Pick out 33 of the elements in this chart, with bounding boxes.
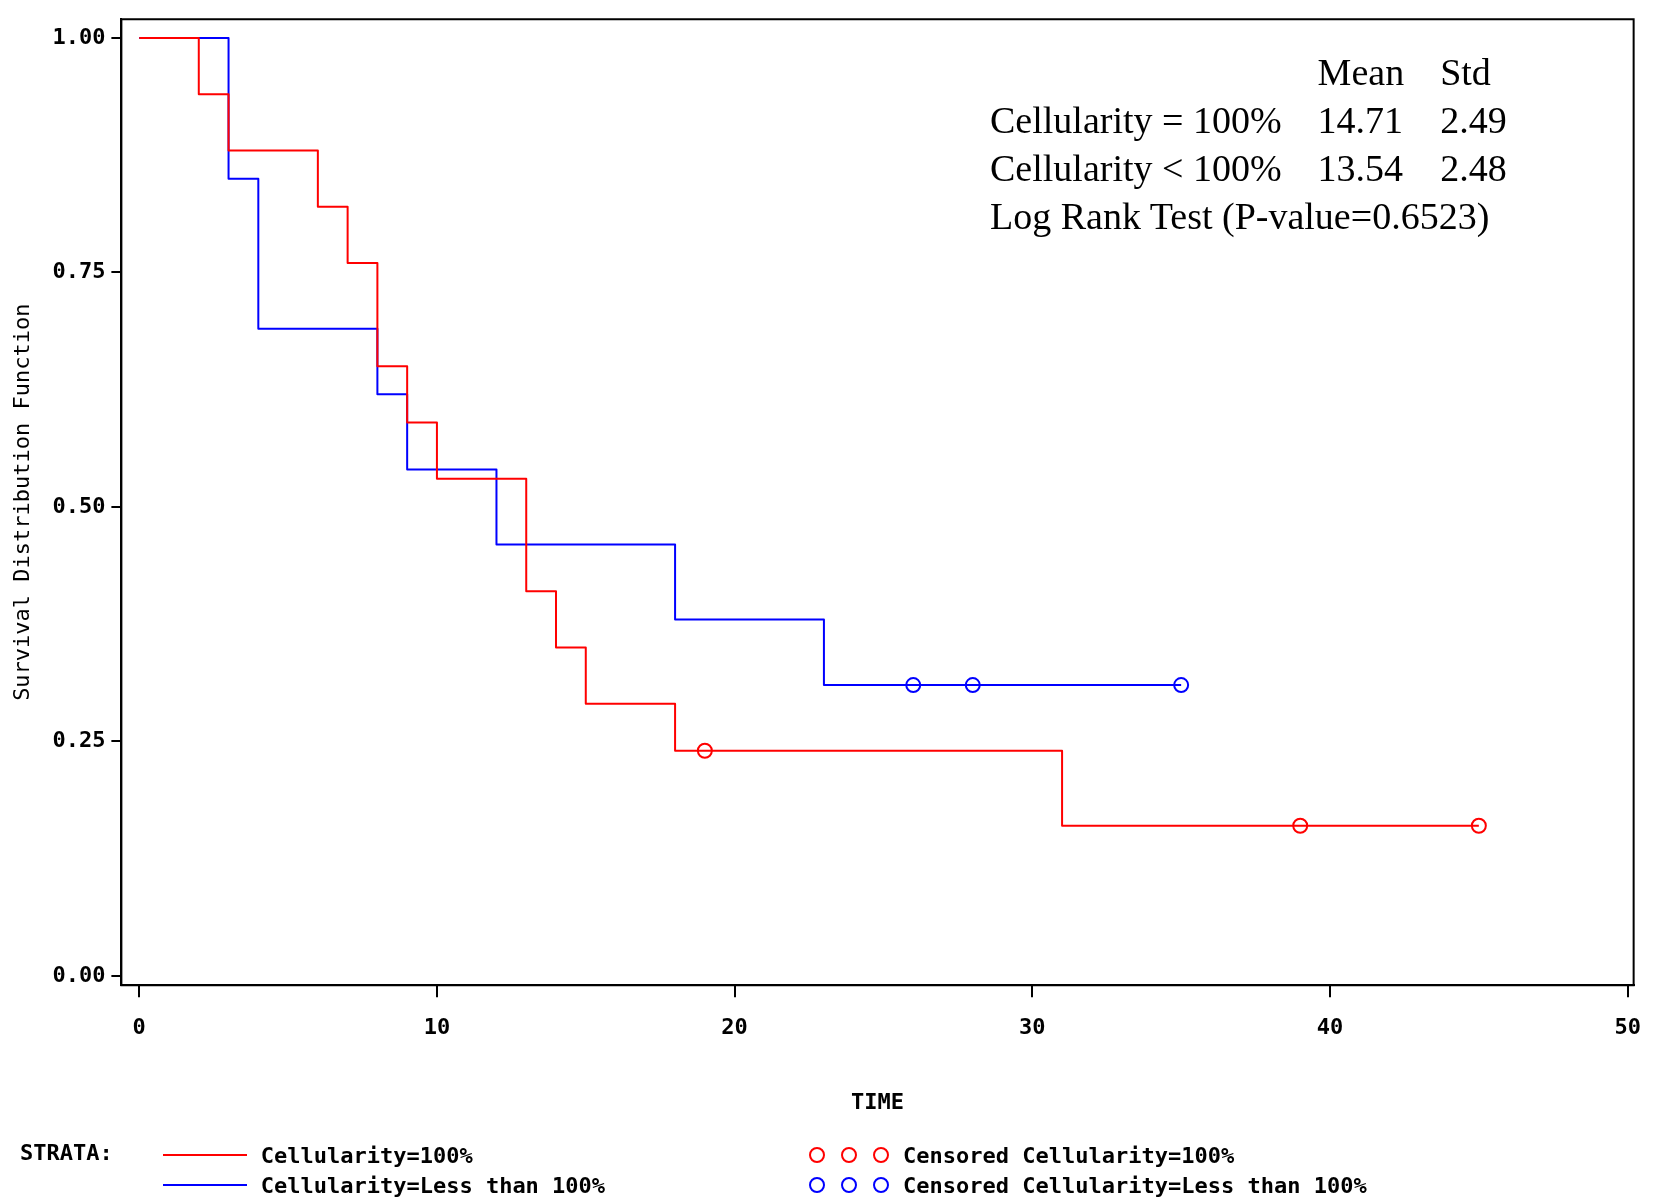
annotation: Mean xyxy=(1317,50,1405,95)
x-tick-label: 20 xyxy=(721,1014,748,1040)
point xyxy=(1173,677,1190,694)
annotation: Log Rank Test (P-value=0.6523) xyxy=(990,194,1491,239)
x-tick-label: 10 xyxy=(423,1014,451,1040)
x-tick-label: 0 xyxy=(132,1014,146,1040)
y-tick-label: 0.25 xyxy=(52,727,106,753)
x-tick-label: 40 xyxy=(1316,1014,1344,1040)
legend-label: Censored Cellularity=100% xyxy=(903,1142,1235,1168)
legend-title: STRATA: xyxy=(20,1140,113,1167)
annotation: 2.48 xyxy=(1440,146,1507,191)
annotation: Cellularity < 100% xyxy=(990,146,1282,191)
annotation: Std xyxy=(1440,50,1492,95)
annotation: 2.49 xyxy=(1440,98,1507,143)
point xyxy=(696,742,713,759)
legend-label: Cellularity=100% xyxy=(260,1142,473,1168)
point xyxy=(964,677,981,694)
legend-label: Censored Cellularity=Less than 100% xyxy=(903,1172,1367,1198)
y-tick-label: 0.75 xyxy=(52,258,106,284)
y-tick-label: 0.00 xyxy=(52,961,106,987)
point xyxy=(905,677,922,694)
annotation: 14.71 xyxy=(1317,98,1405,143)
x-tick-label: 30 xyxy=(1019,1014,1046,1040)
point xyxy=(1470,817,1487,834)
y-tick-label: 0.50 xyxy=(52,492,106,518)
y-tick-label: 1.00 xyxy=(52,23,106,49)
x-tick-label: 50 xyxy=(1614,1014,1641,1040)
annotation: 13.54 xyxy=(1317,146,1405,191)
annotation: Cellularity = 100% xyxy=(990,98,1282,143)
point xyxy=(1292,817,1309,834)
y-axis-title: Survival Distribution Function xyxy=(8,303,34,701)
x-axis-title: TIME xyxy=(851,1088,904,1114)
legend-label: Cellularity=Less than 100% xyxy=(260,1172,606,1198)
